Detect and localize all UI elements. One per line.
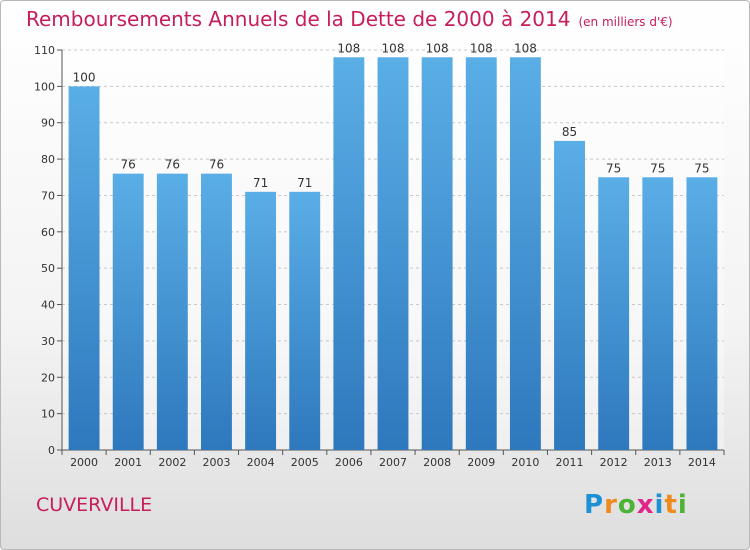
x-tick-label: 2008 (423, 456, 451, 469)
data-label: 75 (606, 161, 621, 175)
data-label: 108 (382, 41, 405, 55)
bar (68, 86, 100, 450)
bar (421, 57, 453, 450)
logo-letter: i (677, 490, 688, 520)
x-tick-label: 2012 (600, 456, 628, 469)
data-label: 71 (297, 176, 312, 190)
x-tick-label: 2002 (158, 456, 186, 469)
y-tick-label: 110 (34, 44, 55, 57)
bar (642, 177, 674, 451)
bar (598, 177, 630, 451)
y-tick-label: 30 (41, 335, 55, 348)
x-tick-label: 2001 (114, 456, 142, 469)
bar (686, 177, 718, 451)
x-tick-label: 2003 (202, 456, 230, 469)
x-tick-label: 2007 (379, 456, 407, 469)
logo-letter: t (664, 490, 678, 520)
data-label: 85 (562, 125, 577, 139)
data-label: 108 (470, 41, 493, 55)
data-label: 100 (73, 70, 96, 84)
location-label: CUVERVILLE (36, 494, 153, 516)
bar (509, 57, 541, 450)
logo-letter: P (584, 490, 605, 520)
bar (156, 173, 188, 451)
x-tick-label: 2000 (70, 456, 98, 469)
data-label: 108 (514, 41, 537, 55)
y-tick-label: 10 (41, 408, 55, 421)
y-tick-label: 20 (41, 371, 55, 384)
logo-letter: o (617, 490, 637, 520)
chart-unit: (en milliers d'€) (578, 15, 673, 29)
logo-letter: i (654, 490, 665, 520)
y-tick-label: 90 (41, 117, 55, 130)
bar (554, 140, 585, 450)
y-tick-label: 80 (41, 153, 55, 166)
bar (112, 173, 144, 451)
bar (201, 173, 232, 451)
data-label: 76 (165, 158, 180, 172)
logo-letter: r (604, 490, 618, 520)
data-label: 75 (650, 161, 665, 175)
data-label: 108 (426, 41, 449, 55)
x-tick-label: 2005 (291, 456, 319, 469)
x-tick-label: 2006 (335, 456, 363, 469)
data-label: 71 (253, 176, 268, 190)
x-tick-label: 2009 (467, 456, 495, 469)
chart-title: Remboursements Annuels de la Dette de 20… (26, 7, 673, 31)
bar (333, 57, 365, 450)
x-tick-label: 2013 (644, 456, 672, 469)
bar (377, 57, 409, 450)
data-label: 76 (121, 158, 136, 172)
bar (465, 57, 497, 450)
data-label: 108 (337, 41, 360, 55)
bar (245, 191, 277, 450)
y-tick-label: 0 (48, 444, 55, 457)
data-label: 76 (209, 158, 224, 172)
x-tick-label: 2004 (247, 456, 275, 469)
y-tick-label: 50 (41, 262, 55, 275)
x-tick-label: 2010 (511, 456, 539, 469)
x-tick-label: 2014 (688, 456, 716, 469)
y-tick-label: 40 (41, 299, 55, 312)
y-tick-label: 60 (41, 226, 55, 239)
bar (289, 191, 321, 450)
data-label: 75 (694, 161, 709, 175)
y-tick-label: 100 (34, 80, 55, 93)
chart-title-text: Remboursements Annuels de la Dette de 20… (26, 7, 571, 31)
logo-letter: x (636, 490, 655, 520)
y-tick-label: 70 (41, 189, 55, 202)
proxiti-logo: Proxiti (584, 490, 688, 520)
x-tick-label: 2011 (556, 456, 584, 469)
